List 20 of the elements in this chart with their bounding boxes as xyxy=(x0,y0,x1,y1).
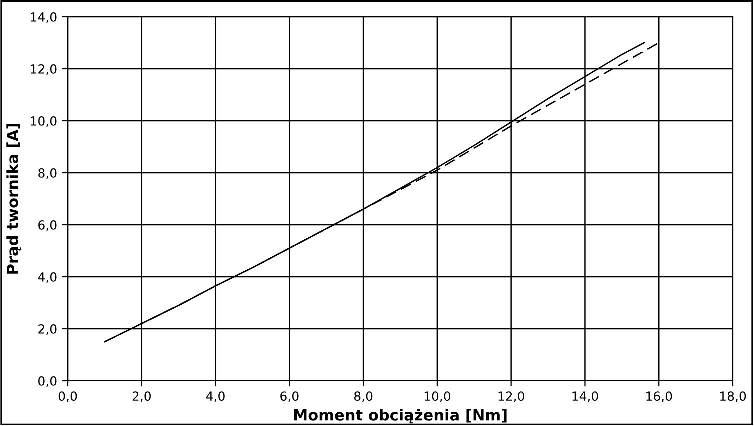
y-tick-label: 2,0 xyxy=(38,324,57,336)
x-tick-label: 16,0 xyxy=(646,392,672,402)
y-tick-label: 14,0 xyxy=(31,12,57,24)
y-tick-label: 12,0 xyxy=(31,64,57,76)
y-axis-title: Prąd twornika [A] xyxy=(6,124,22,274)
y-tick-label: 4,0 xyxy=(38,272,57,284)
x-tick-label: 10,0 xyxy=(424,392,451,402)
x-tick-label: 8,0 xyxy=(354,392,373,402)
x-tick-label: 12,0 xyxy=(498,392,524,402)
y-tick-label: 6,0 xyxy=(38,220,57,232)
y-tick-label: 0,0 xyxy=(38,376,57,388)
x-tick-label: 4,0 xyxy=(206,392,225,402)
x-axis-title: Moment obciążenia [Nm] xyxy=(294,409,507,424)
x-tick-label: 2,0 xyxy=(132,392,151,402)
x-tick-label: 6,0 xyxy=(280,392,299,402)
x-tick-label: 18,0 xyxy=(720,392,746,402)
y-tick-label: 10,0 xyxy=(31,116,57,128)
y-tick-label: 8,0 xyxy=(38,168,57,180)
x-tick-label: 14,0 xyxy=(572,392,598,402)
x-tick-label: 0,0 xyxy=(58,392,78,402)
